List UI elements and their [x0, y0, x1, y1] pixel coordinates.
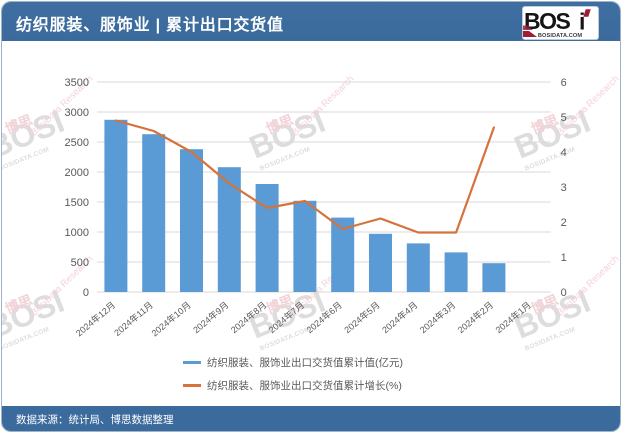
svg-text:2024年10月: 2024年10月 — [149, 299, 193, 338]
svg-text:1000: 1000 — [65, 227, 89, 239]
svg-text:2024年5月: 2024年5月 — [342, 299, 382, 335]
svg-text:2024年4月: 2024年4月 — [380, 299, 420, 335]
svg-text:6: 6 — [561, 77, 567, 89]
svg-text:2: 2 — [561, 217, 567, 229]
svg-text:2024年2月: 2024年2月 — [455, 299, 495, 335]
svg-text:3: 3 — [561, 182, 567, 194]
svg-text:0: 0 — [561, 287, 567, 299]
svg-text:3000: 3000 — [65, 107, 89, 119]
svg-text:3500: 3500 — [65, 77, 89, 89]
svg-text:i: i — [579, 9, 585, 35]
svg-text:500: 500 — [71, 257, 89, 269]
svg-text:2024年11月: 2024年11月 — [112, 299, 155, 338]
svg-text:1500: 1500 — [65, 197, 89, 209]
svg-text:2024年3月: 2024年3月 — [417, 299, 457, 335]
svg-text:BOS: BOS — [524, 8, 571, 34]
svg-text:2500: 2500 — [65, 137, 89, 149]
svg-text:0: 0 — [83, 287, 89, 299]
svg-text:2024年9月: 2024年9月 — [191, 299, 231, 335]
svg-text:4: 4 — [561, 147, 567, 159]
svg-text:5: 5 — [561, 112, 567, 124]
svg-text:1: 1 — [561, 252, 567, 264]
svg-text:BOSIDATA.COM: BOSIDATA.COM — [538, 33, 582, 39]
svg-text:2000: 2000 — [65, 167, 89, 179]
svg-text:2024年12月: 2024年12月 — [73, 299, 117, 338]
